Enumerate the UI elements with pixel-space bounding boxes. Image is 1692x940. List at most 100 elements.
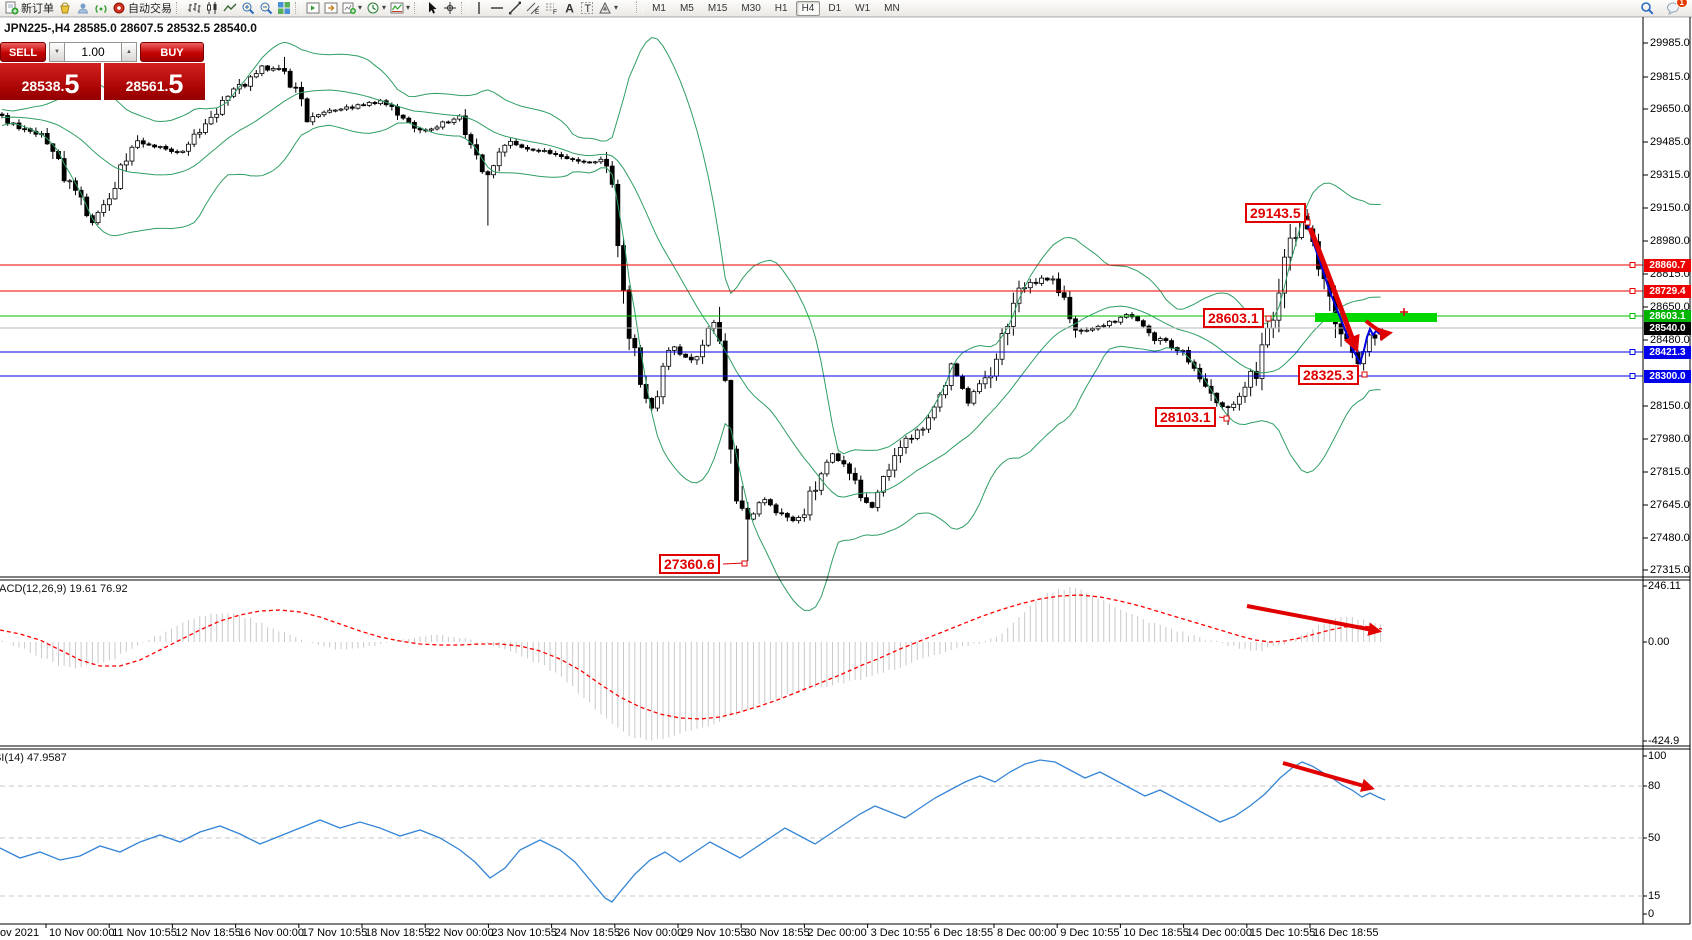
zoom-out-icon (259, 1, 273, 15)
profile-button[interactable] (74, 0, 92, 16)
sell-price-display[interactable]: 28538. 5 (0, 63, 101, 100)
bar-chart-button[interactable] (185, 0, 203, 16)
text-button[interactable]: A (560, 0, 578, 16)
sell-button[interactable]: SELL (0, 42, 46, 62)
volume-decrease-button[interactable]: ▼ (49, 42, 65, 62)
rsi-down-arrow[interactable] (1282, 761, 1375, 792)
time-axis-label: ov 2021 (0, 927, 40, 939)
line-handle[interactable] (1629, 288, 1636, 294)
sell-price: 28538. (21, 78, 65, 94)
line-handle[interactable] (1629, 373, 1636, 379)
chevron-down-icon[interactable]: ▾ (358, 3, 363, 12)
styles-button[interactable] (56, 0, 74, 16)
chevron-down-icon[interactable]: ▾ (382, 3, 387, 12)
price-annotation-28603.1[interactable]: 28603.1 (1203, 308, 1264, 328)
trendline-button[interactable] (506, 0, 524, 16)
timeframe-h4[interactable]: H4 (795, 0, 821, 16)
signal-icon (94, 1, 108, 15)
macd-axis-tick: 246.11 (1648, 580, 1681, 592)
vline-icon (472, 1, 486, 15)
vertical-line-button[interactable] (470, 0, 488, 16)
timeframe-toolbar: M1 M5 M15 M30 H1 H4 D1 W1 MN (634, 0, 907, 16)
text-a-icon: A (562, 1, 576, 16)
autotrading-button[interactable]: 自动交易 (110, 0, 174, 16)
buy-price-display[interactable]: 28561. 5 (104, 63, 205, 100)
price-annotation-29143.5[interactable]: 29143.5 (1245, 203, 1306, 223)
line-chart-icon (223, 1, 237, 15)
time-axis-label: 3 Dec 10:55 (870, 927, 930, 939)
timeframe-d1[interactable]: D1 (828, 2, 842, 14)
indicators-button[interactable]: ▾ (388, 0, 412, 16)
tile-windows-button[interactable] (275, 0, 293, 16)
svg-text:E: E (535, 9, 540, 15)
zoom-out-button[interactable] (257, 0, 275, 16)
new-chart-button[interactable]: ▾ (340, 0, 364, 16)
macd-down-arrow[interactable] (1246, 604, 1383, 636)
line-chart-button[interactable] (221, 0, 239, 16)
zoom-in-button[interactable] (239, 0, 257, 16)
price-axis-tick: 29985.0 (1650, 37, 1690, 49)
price-axis-tick: 27815.0 (1650, 466, 1690, 478)
price-axis-tick: 27645.0 (1650, 499, 1690, 511)
rsi-axis-tick: 15 (1648, 890, 1661, 902)
notifications-button[interactable]: 1 (1664, 0, 1688, 16)
timeframe-mn[interactable]: MN (884, 2, 900, 14)
timeframe-m30[interactable]: M30 (741, 2, 761, 14)
equidistant-channel-button[interactable]: E (524, 0, 542, 16)
chart-forward-icon (306, 1, 320, 15)
price-axis-value-box: 28603.1 (1644, 309, 1691, 323)
chevron-down-icon[interactable]: ▾ (406, 3, 411, 12)
volume-input[interactable]: 1.00 (65, 42, 121, 62)
time-axis-label: 16 Nov 00:00 (238, 927, 305, 939)
price-axis-tick: 28150.0 (1650, 400, 1690, 412)
text-t-icon: T (580, 1, 594, 15)
arrows-button[interactable]: ▾ (596, 0, 620, 16)
auto-scroll-button[interactable] (304, 0, 322, 16)
crosshair-button[interactable] (441, 0, 459, 16)
timeframe-h1[interactable]: H1 (774, 2, 788, 14)
time-axis-label: 16 Dec 18:55 (1313, 927, 1379, 939)
candlestick-button[interactable] (203, 0, 221, 16)
chevron-down-icon[interactable]: ▾ (614, 3, 619, 12)
fibonacci-button[interactable]: F (542, 0, 560, 16)
macd-axis-tick: 0.00 (1648, 636, 1670, 648)
chart-shift-button[interactable] (322, 0, 340, 16)
line-handle[interactable] (1629, 349, 1636, 355)
horizontal-line-button[interactable] (488, 0, 506, 16)
new-order-icon (5, 1, 19, 15)
line-handle[interactable] (1629, 262, 1636, 268)
small-right-arrow[interactable] (1364, 319, 1394, 342)
autotrading-button-label: 自动交易 (128, 3, 172, 15)
green-highlight-segment[interactable] (1315, 313, 1437, 322)
price-annotation-28325.3[interactable]: 28325.3 (1298, 365, 1359, 385)
main-down-arrow[interactable] (1307, 227, 1360, 353)
search-button[interactable] (1638, 0, 1656, 16)
price-annotation-28103.1[interactable]: 28103.1 (1155, 407, 1216, 427)
timeframe-m15[interactable]: M15 (707, 2, 728, 14)
time-axis-label: 24 Nov 18:55 (554, 927, 621, 939)
cursor-button[interactable] (423, 0, 441, 16)
volume-increase-button[interactable]: ▲ (121, 42, 137, 62)
price-annotation-27360.6[interactable]: 27360.6 (659, 554, 720, 574)
price-axis-value-box: 28421.3 (1644, 345, 1691, 359)
hline-icon (490, 1, 504, 15)
timeframe-w1[interactable]: W1 (855, 2, 871, 14)
timeframe-m1[interactable]: M1 (652, 2, 666, 14)
timeframe-m5[interactable]: M5 (679, 2, 694, 14)
time-axis-label: 11 Nov 10:55 (112, 927, 177, 939)
new-order-button[interactable]: 新订单 (3, 0, 56, 16)
text-label-button[interactable]: T (578, 0, 596, 16)
price-axis-tick: 29815.0 (1650, 71, 1690, 83)
time-axis-label: 22 Nov 00:00 (428, 927, 494, 939)
periods-button[interactable]: ▾ (364, 0, 388, 16)
time-axis-label: 15 Dec 10:55 (1249, 927, 1316, 939)
bucket-icon (58, 1, 72, 15)
time-axis-label: 10 Nov 00:00 (49, 927, 115, 939)
blue-freehand-line[interactable] (1307, 225, 1381, 366)
buy-button[interactable]: BUY (140, 42, 204, 62)
signal-button[interactable] (92, 0, 110, 16)
line-handle[interactable] (1629, 313, 1636, 319)
price-axis-tick: 29650.0 (1650, 103, 1690, 115)
time-axis-label: 9 Dec 10:55 (1060, 927, 1120, 939)
